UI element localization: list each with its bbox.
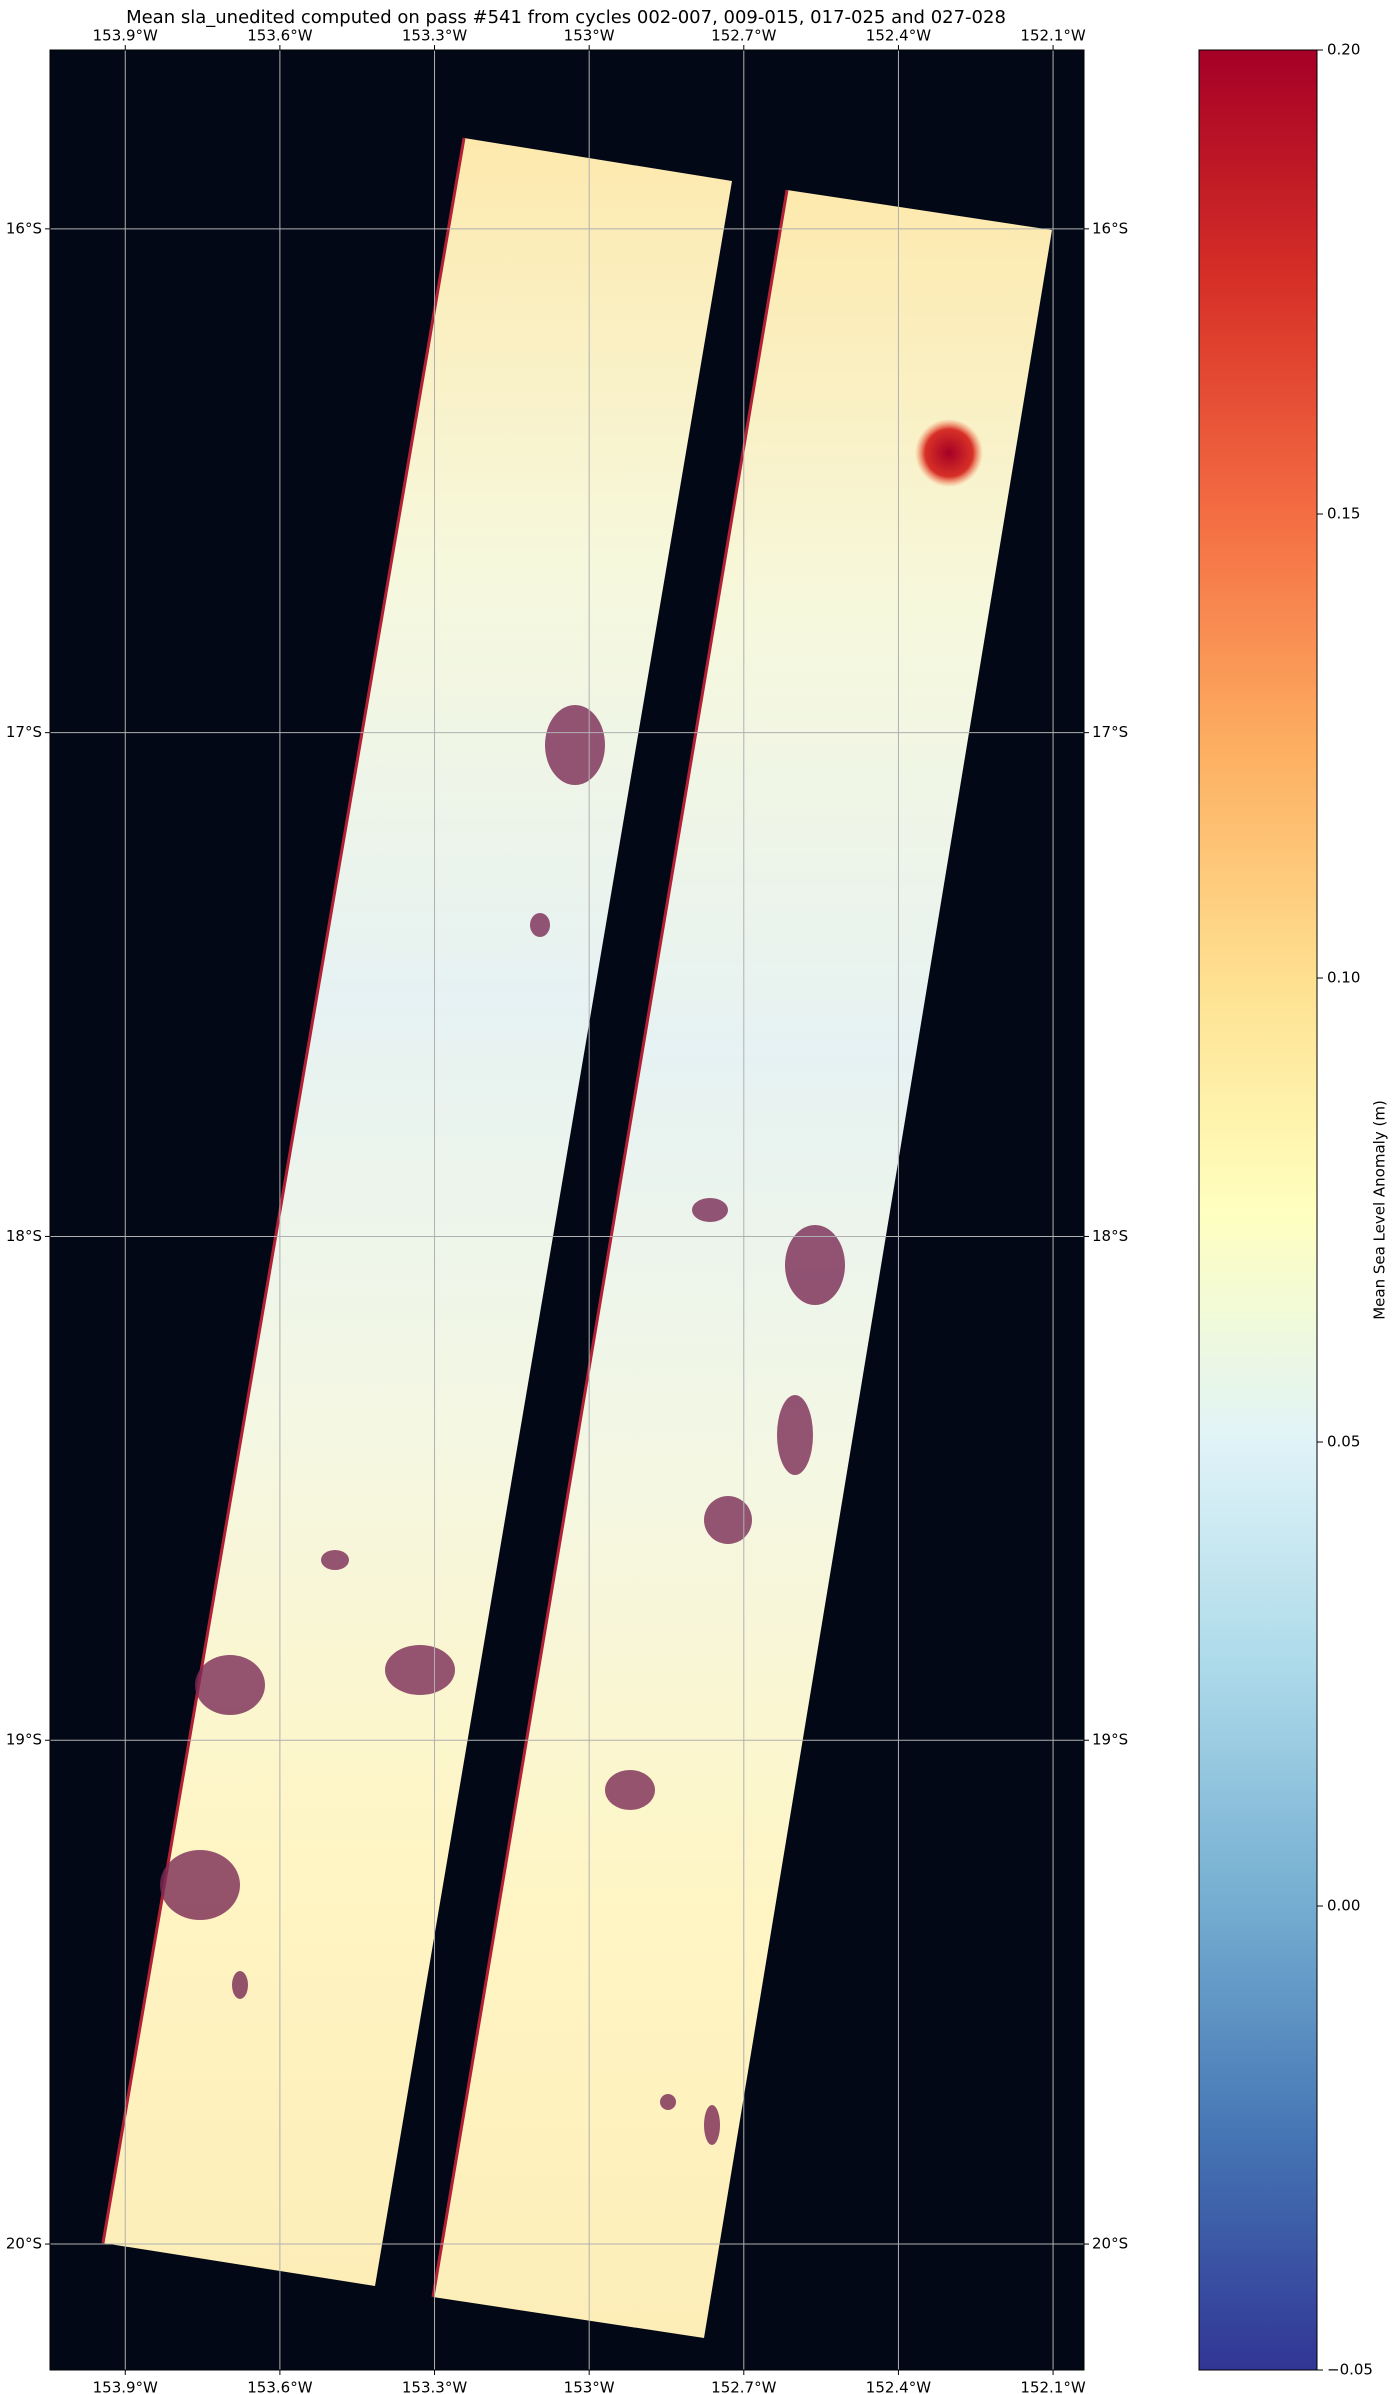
chart-title: Mean sla_unedited computed on pass #541 … [126,7,1006,28]
y-tick-label: 20°S [6,2235,42,2253]
x-tick-label: 153°W [564,2379,615,2394]
map-frame [49,49,1085,2371]
y-tick-label: 20°S [1092,2235,1128,2253]
x-tick-label: 152.4°W [866,27,931,45]
colorbar-tick-label: 0.00 [1327,1897,1360,1915]
noise-patches [160,705,845,2145]
y-tick-label: 16°S [1092,219,1128,237]
y-tick-label: 18°S [6,1227,42,1245]
swath-east [433,190,1052,2338]
colorbar [1198,49,1318,2371]
grid [50,50,1084,2370]
x-tick-label: 153.6°W [247,2379,312,2394]
y-tick-label: 17°S [6,723,42,741]
y-tick-label: 18°S [1092,1227,1128,1245]
y-tick-label: 19°S [1092,1731,1128,1749]
colorbar-tick-label: 0.20 [1327,41,1360,59]
x-tick-label: 152.7°W [711,27,776,45]
swaths [101,137,1052,2338]
swath-edge [431,189,789,2298]
x-tick-label: 153.6°W [247,27,312,45]
colorbar-tick-label: −0.05 [1327,2361,1373,2379]
x-tick-label: 152.1°W [1020,2379,1085,2394]
y-tick-label: 17°S [1092,723,1128,741]
x-tick-label: 152.4°W [866,2379,931,2394]
y-tick-label: 19°S [6,1731,42,1749]
colorbar-tick-label: 0.05 [1327,1433,1360,1451]
x-tick-label: 153.3°W [402,2379,467,2394]
x-tick-label: 153.9°W [93,27,158,45]
colorbar-tick-label: 0.15 [1327,505,1360,523]
x-tick-label: 152.7°W [711,2379,776,2394]
x-tick-label: 153.3°W [402,27,467,45]
swath-west [103,138,732,2286]
x-tick-label: 153°W [564,27,615,45]
colorbar-label: Mean Sea Level Anomaly (m) [1371,1100,1389,1320]
x-tick-label: 153.9°W [93,2379,158,2394]
y-tick-label: 16°S [6,219,42,237]
anomaly-hotspot [915,419,983,487]
x-tick-label: 152.1°W [1020,27,1085,45]
colorbar-tick-label: 0.10 [1327,969,1360,987]
